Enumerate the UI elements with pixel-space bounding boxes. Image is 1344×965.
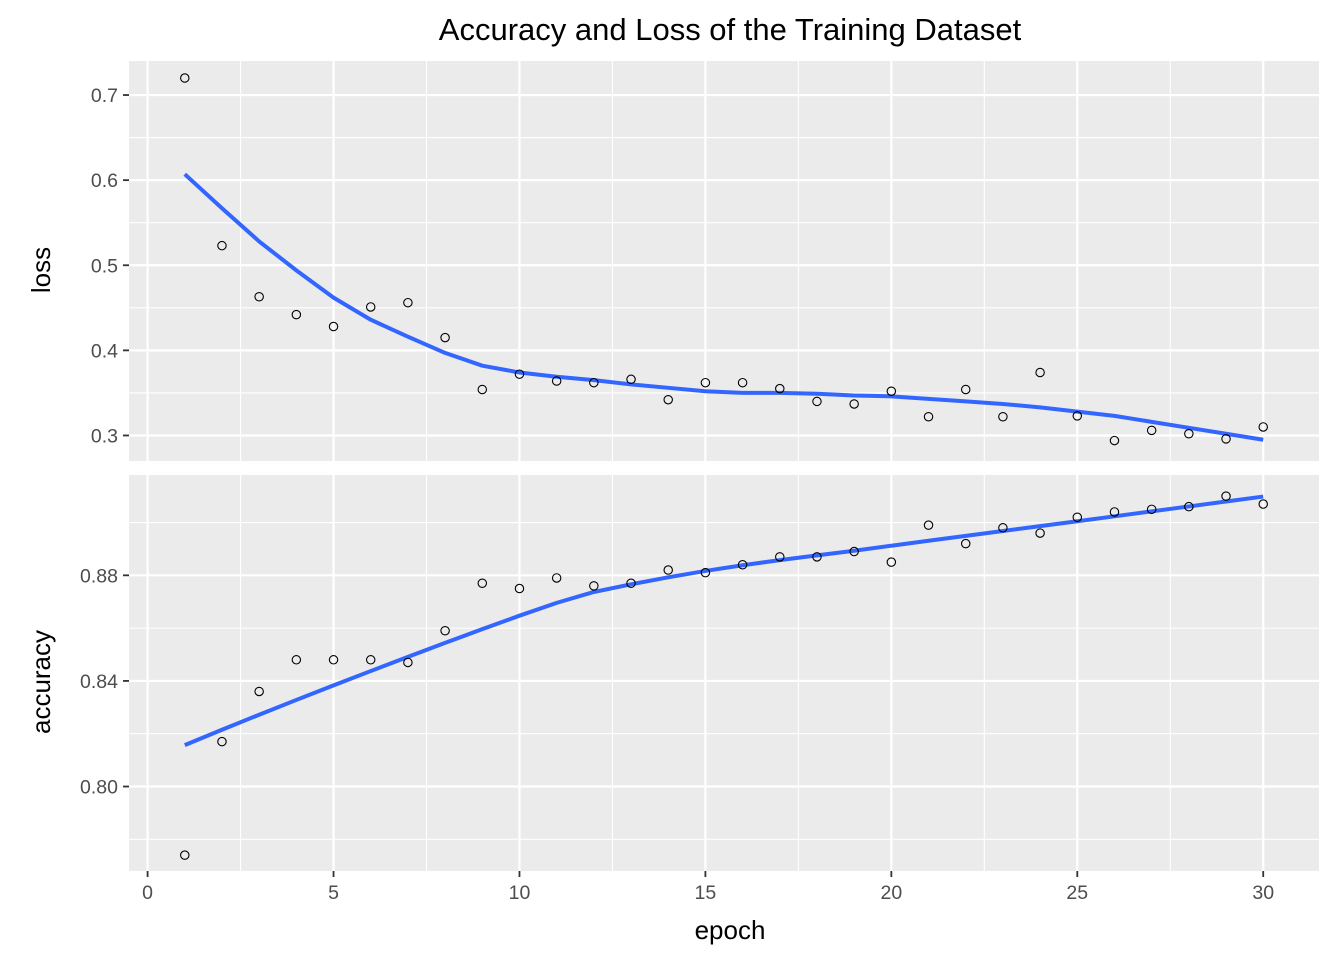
data-point-accuracy <box>291 655 302 665</box>
data-point-loss <box>477 384 488 395</box>
y-tick-label: 0.80 <box>80 777 118 799</box>
data-point-loss <box>514 369 525 379</box>
data-point-accuracy <box>477 578 488 588</box>
data-point-accuracy <box>254 686 264 697</box>
data-point-accuracy <box>923 520 934 530</box>
data-point-loss <box>626 374 636 385</box>
data-point-accuracy <box>1221 491 1231 501</box>
data-point-loss <box>1184 429 1194 439</box>
data-point-accuracy <box>180 850 190 860</box>
data-point-accuracy <box>328 655 339 665</box>
data-point-loss <box>923 411 934 422</box>
data-point-accuracy <box>960 538 971 549</box>
panel-accuracy: 0.80 0.84 0.88 accuracy <box>26 475 1319 871</box>
data-point-accuracy <box>1258 499 1268 509</box>
data-point-accuracy <box>403 657 413 668</box>
data-point-accuracy <box>626 578 636 588</box>
data-point-accuracy <box>998 523 1008 533</box>
y-tick-label: 0.84 <box>80 671 118 693</box>
y-tick-label: 0.4 <box>91 340 118 362</box>
data-point-accuracy <box>849 546 859 557</box>
data-point-accuracy <box>440 626 450 636</box>
data-point-accuracy <box>1184 501 1194 512</box>
data-point-accuracy <box>514 583 525 594</box>
y-axis-title-accuracy: accuracy <box>26 630 56 734</box>
data-point-loss <box>663 394 673 405</box>
smooth-line-loss <box>183 172 1264 442</box>
data-point-loss <box>440 332 450 343</box>
data-point-loss <box>589 377 599 388</box>
data-point-loss <box>1258 422 1268 432</box>
x-tick-label: 30 <box>1252 882 1274 904</box>
panels-layer: 0.30.40.50.60.7loss0.800.840.88accuracy0… <box>26 61 1319 904</box>
data-point-loss <box>1146 425 1157 436</box>
data-point-loss <box>998 411 1008 422</box>
x-tick-label: 20 <box>880 882 902 904</box>
chart-title: Accuracy and Loss of the Training Datase… <box>439 12 1022 47</box>
data-point-accuracy <box>1035 528 1045 538</box>
data-point-loss <box>737 377 748 388</box>
panel-loss: 0.3 0.4 0.5 0.6 0.7 loss <box>26 61 1319 461</box>
data-point-accuracy <box>1109 507 1120 517</box>
data-point-accuracy <box>365 655 376 665</box>
data-point-accuracy <box>886 557 897 567</box>
data-point-loss <box>365 302 376 312</box>
data-point-accuracy <box>775 552 785 562</box>
data-point-loss <box>849 399 859 409</box>
y-tick-label: 0.7 <box>91 85 118 107</box>
x-tick-label: 5 <box>328 882 339 904</box>
data-point-loss <box>1072 411 1083 421</box>
data-point-loss <box>254 291 264 302</box>
data-point-accuracy <box>812 552 822 562</box>
data-point-loss <box>180 73 190 83</box>
data-point-accuracy <box>737 560 748 570</box>
data-point-loss <box>700 377 711 388</box>
data-point-loss <box>551 376 562 386</box>
y-tick-label: 0.6 <box>91 170 118 192</box>
data-point-accuracy <box>700 567 711 578</box>
data-point-loss <box>886 386 897 396</box>
data-point-accuracy <box>589 581 599 591</box>
data-point-loss <box>812 396 822 407</box>
x-tick-label: 15 <box>695 882 717 904</box>
data-point-loss <box>403 297 413 308</box>
data-point-loss <box>960 384 971 395</box>
x-axis-title: epoch <box>695 915 766 945</box>
panel-background-loss <box>129 61 1319 461</box>
data-point-loss <box>1109 435 1120 446</box>
data-point-accuracy <box>217 736 227 747</box>
y-tick-label: 0.3 <box>91 425 118 447</box>
panel-background-accuracy <box>129 475 1319 871</box>
y-tick-label: 0.88 <box>80 565 118 587</box>
x-tick-label: 25 <box>1066 882 1088 904</box>
x-tick-label: 10 <box>509 882 531 904</box>
y-tick-label: 0.5 <box>91 255 118 277</box>
y-axis-title-loss: loss <box>26 247 56 293</box>
data-point-accuracy <box>551 573 562 583</box>
data-point-accuracy <box>663 565 673 575</box>
data-point-loss <box>775 383 785 394</box>
data-point-accuracy <box>1072 512 1083 522</box>
smooth-line-accuracy <box>184 494 1264 747</box>
data-point-loss <box>328 321 339 332</box>
data-point-loss <box>291 309 302 320</box>
data-point-loss <box>1221 434 1231 444</box>
data-point-loss <box>217 240 227 251</box>
data-point-loss <box>1035 367 1045 378</box>
data-point-accuracy <box>1146 504 1157 515</box>
x-tick-label: 0 <box>142 882 153 904</box>
